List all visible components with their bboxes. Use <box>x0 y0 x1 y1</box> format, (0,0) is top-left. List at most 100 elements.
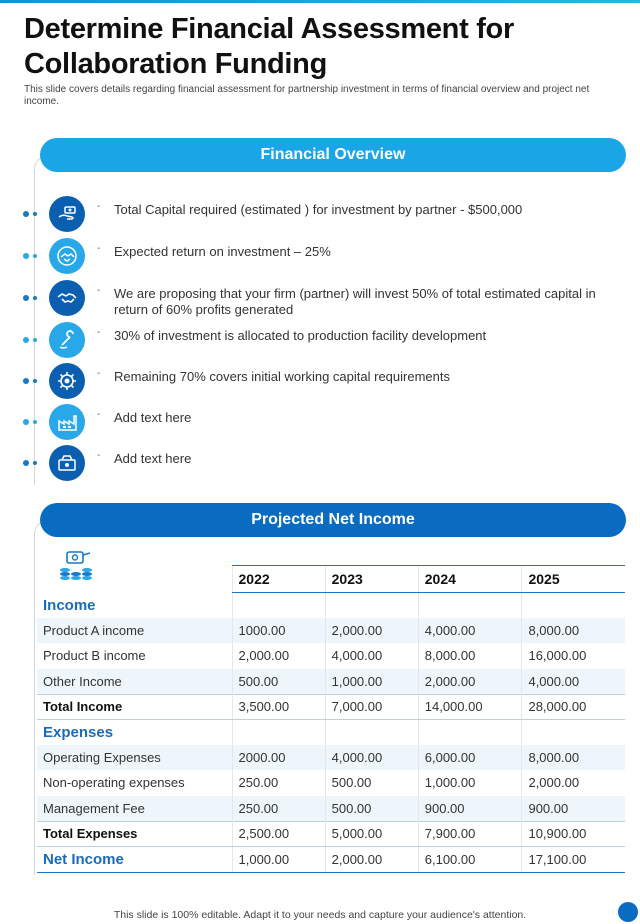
bullet-dots <box>23 252 43 260</box>
footer-note: This slide is 100% editable. Adapt it to… <box>113 909 527 921</box>
row-label: Product B income <box>43 648 146 664</box>
row-value: 1,000.00 <box>324 668 419 694</box>
row-value: 2,000.00 <box>231 643 326 669</box>
coins-stack-icon <box>60 551 92 580</box>
header-blank <box>37 566 232 593</box>
row-label: Net Income <box>37 846 232 873</box>
row-value: 500.00 <box>231 668 326 694</box>
row-value: 6,100.00 <box>417 846 522 873</box>
row-value: 8,000.00 <box>521 617 625 643</box>
row-value: 14,000.00 <box>417 693 522 720</box>
row-label: Management Fee <box>37 795 232 821</box>
bullet-dot-small <box>33 461 37 465</box>
row-value: 1000.00 <box>231 617 326 643</box>
expense-row: Management Fee 250.00 500.00 900.00 900.00 <box>37 795 625 821</box>
row-value: 8,000.00 <box>521 744 625 770</box>
row-value: 2,000.00 <box>324 617 419 643</box>
row-label: Total Income <box>37 693 232 720</box>
item-dash: - <box>97 201 101 212</box>
income-row: Product A income 1000.00 2,000.00 4,000.00 8… <box>37 617 625 643</box>
row-label: Income <box>43 596 96 614</box>
income-row: Other Income 500.00 1,000.00 2,000.00 4,000.… <box>37 668 625 694</box>
bullet-dot-large <box>23 253 29 259</box>
row-value <box>324 719 419 745</box>
overview-item-text: Add text here <box>114 410 192 425</box>
bullet-dot-large <box>23 378 29 384</box>
row-value <box>417 592 522 618</box>
row-value <box>324 592 419 618</box>
bullet-dot-large <box>23 337 29 343</box>
row-value: 250.00 <box>231 770 326 796</box>
bullet-dot-small <box>33 212 37 216</box>
bullet-dot-large <box>23 419 29 425</box>
row-value: 8,000.00 <box>417 643 522 669</box>
row-value: 4,000.00 <box>324 643 419 669</box>
page-title: Determine Financial Assessment for Colla… <box>24 13 514 80</box>
row-value: 500.00 <box>324 795 419 821</box>
overview-item-text: Remaining 70% covers initial working cap… <box>114 369 450 384</box>
row-value: 7,900.00 <box>417 820 522 847</box>
row-label: Total Expenses <box>37 820 232 847</box>
overview-item: - Total Capital required (estimated ) for… <box>0 194 640 234</box>
overview-item-text: 30% of investment is allocated to produc… <box>114 328 487 343</box>
row-label: Operating Expenses <box>37 744 232 770</box>
year-header-row: 2022 2023 2024 2025 <box>37 565 625 593</box>
total-expenses-row: Total Expenses 2,500.00 5,000.00 7,900.00 10… <box>37 820 625 847</box>
row-value: 4,000.00 <box>417 617 522 643</box>
year-header: 2025 <box>521 565 625 593</box>
row-value <box>231 719 326 745</box>
bullet-dot-large <box>23 211 29 217</box>
bullet-dot-small <box>33 338 37 342</box>
net-income-row: Net Income 1,000.00 2,000.00 6,100.00 17,100… <box>37 846 625 873</box>
row-value: 6,000.00 <box>417 744 522 770</box>
expense-row: Non-operating expenses 250.00 500.00 1,000.… <box>37 770 625 796</box>
bullet-dot-small <box>33 379 37 383</box>
row-value: 900.00 <box>521 795 625 821</box>
row-value <box>521 592 625 618</box>
bullet-dots <box>23 294 43 302</box>
projected-net-income-heading: Projected Net Income <box>40 503 626 537</box>
corner-dot <box>618 902 638 922</box>
row-value: 250.00 <box>231 795 326 821</box>
row-value: 900.00 <box>417 795 522 821</box>
item-dash: - <box>97 368 101 379</box>
income-section-row: Income <box>37 592 625 618</box>
row-label: Product A income <box>37 617 232 643</box>
row-value <box>521 719 625 745</box>
row-value <box>231 592 326 618</box>
row-value: 2,000.00 <box>417 668 522 694</box>
row-value: 2,500.00 <box>231 820 326 847</box>
financial-overview-heading: Financial Overview <box>40 138 626 172</box>
overview-item-text: Expected return on investment – 25% <box>114 244 331 259</box>
bullet-dot-large <box>23 460 29 466</box>
item-dash: - <box>97 243 101 254</box>
overview-item: - Remaining 70% covers initial working ca… <box>0 361 640 401</box>
overview-item-text: Total Capital required (estimated ) for … <box>114 202 523 217</box>
top-accent-line <box>0 0 640 3</box>
bullet-dots <box>23 418 43 426</box>
bullet-dot-large <box>23 295 29 301</box>
year-header: 2023 <box>324 565 419 593</box>
row-value: 2,000.00 <box>521 770 625 796</box>
row-value: 3,500.00 <box>231 693 326 720</box>
row-value: 500.00 <box>324 770 419 796</box>
bullet-dot-small <box>33 296 37 300</box>
handshake-circle-icon <box>49 238 85 274</box>
row-label: Expenses <box>43 723 114 741</box>
row-value: 4,000.00 <box>324 744 419 770</box>
row-value: 1,000.00 <box>417 770 522 796</box>
item-dash: - <box>97 450 101 461</box>
total-income-row: Total Income 3,500.00 7,000.00 14,000.00 28,… <box>37 693 625 720</box>
bullet-dot-small <box>33 420 37 424</box>
overview-item: - 30% of investment is allocated to produ… <box>0 320 640 360</box>
projected-net-income-table: 2022 2023 2024 2025 Income Product A income 10… <box>37 565 625 873</box>
bullet-dots <box>23 377 43 385</box>
row-value: 4,000.00 <box>521 668 625 694</box>
row-value: 17,100.00 <box>521 846 625 873</box>
row-value: 2,000.00 <box>324 846 419 873</box>
gear-coin-icon <box>49 363 85 399</box>
year-header: 2024 <box>417 565 522 593</box>
item-dash: - <box>97 285 101 296</box>
row-value: 16,000.00 <box>521 643 625 669</box>
expenses-section-row: Expenses <box>37 719 625 745</box>
